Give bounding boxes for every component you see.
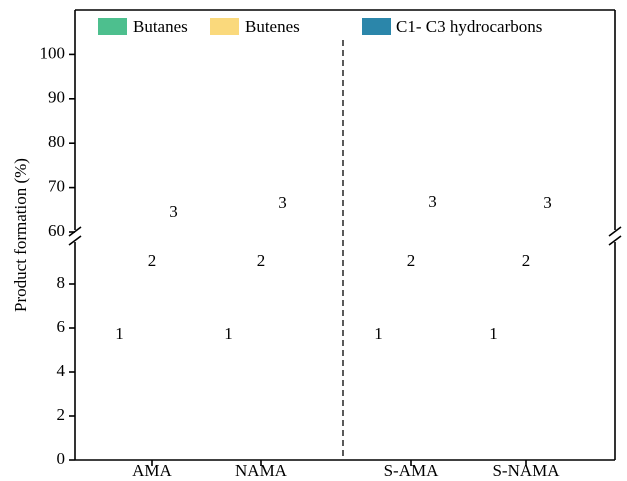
y-tick-label: 4 <box>57 361 66 380</box>
y-tick-label: 2 <box>57 405 66 424</box>
bar-label: 1 <box>115 324 124 343</box>
y-tick-label: 70 <box>48 177 65 196</box>
bar-label: 1 <box>224 324 233 343</box>
legend-label: Butenes <box>245 17 300 36</box>
axis-break <box>608 226 622 237</box>
legend-label: C1- C3 hydrocarbons <box>396 17 542 36</box>
legend-swatch <box>98 18 127 35</box>
y-tick-label: 100 <box>40 43 66 62</box>
legend-label: Butanes <box>133 17 188 36</box>
axis-break <box>68 235 82 246</box>
bar-label: 1 <box>374 324 383 343</box>
x-tick-label: AMA <box>132 461 172 480</box>
bar-label: 2 <box>407 251 416 270</box>
y-tick-label: 60 <box>48 221 65 240</box>
x-tick-label: NAMA <box>235 461 288 480</box>
bar-label: 1 <box>489 324 498 343</box>
bar-label: 2 <box>522 251 531 270</box>
legend-swatch <box>210 18 239 35</box>
bar-label: 2 <box>257 251 266 270</box>
y-tick-label: 8 <box>57 273 66 292</box>
bar-label: 3 <box>428 192 437 211</box>
y-tick-label: 0 <box>57 449 66 468</box>
bar-label: 2 <box>148 251 157 270</box>
bar-label: 3 <box>278 193 287 212</box>
y-axis-label: Product formation (%) <box>11 158 30 312</box>
x-tick-label: S-AMA <box>384 461 440 480</box>
axis-break <box>608 235 622 246</box>
y-tick-label: 80 <box>48 132 65 151</box>
bar-label: 3 <box>543 193 552 212</box>
y-tick-label: 90 <box>48 88 65 107</box>
x-tick-label: S-NAMA <box>492 461 560 480</box>
y-tick-label: 6 <box>57 317 66 336</box>
legend-swatch <box>362 18 391 35</box>
bar-label: 3 <box>169 202 178 221</box>
